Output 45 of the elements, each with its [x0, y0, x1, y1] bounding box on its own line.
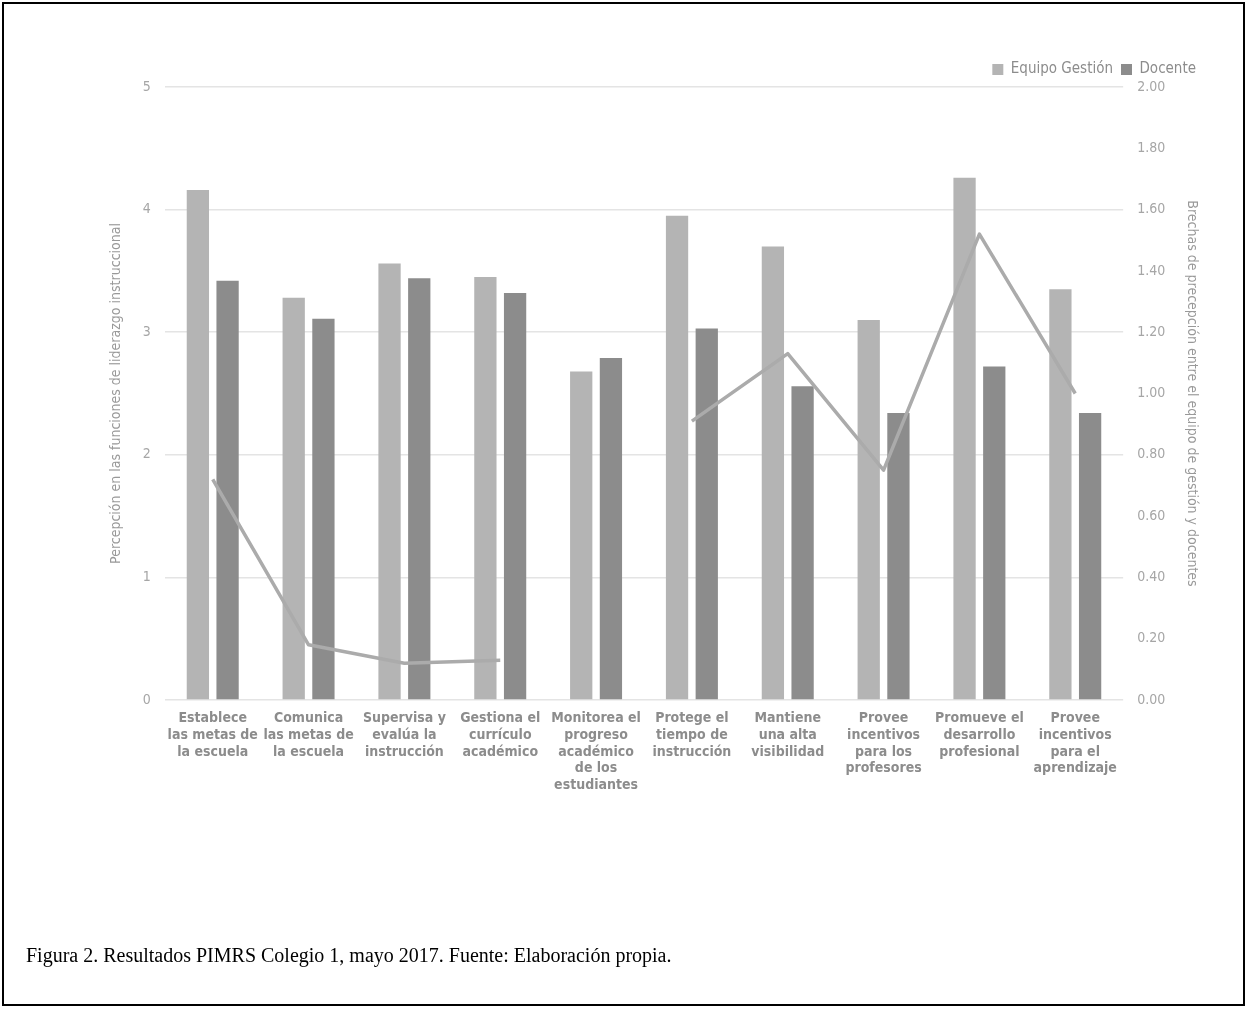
bar	[408, 278, 431, 700]
bar	[570, 371, 593, 700]
bar	[695, 328, 718, 700]
y2-tick-label: 0.60	[1137, 506, 1166, 523]
y2-tick-label: 0.00	[1137, 690, 1166, 707]
bar	[791, 386, 814, 700]
x-tick-label: Provee incentivos para el aprendizaje	[1033, 709, 1117, 776]
bar	[503, 292, 527, 700]
y-tick-label: 2	[142, 445, 151, 462]
y-axis-title: Percepción en las funciones de liderazgo instruccional	[107, 223, 124, 564]
y2-axis-title: Brechas de precepción entre el equipo de gestión y docentes	[1184, 200, 1201, 587]
x-tick-label: Gestiona el currículo académico	[460, 709, 541, 759]
y2-tick-label: 1.40	[1137, 261, 1166, 278]
x-tick-label: Comunica las metas de la escuela	[263, 709, 354, 759]
x-tick-label: Promueve el desarrollo profesional	[935, 709, 1024, 759]
y2-tick-label: 1.80	[1137, 138, 1166, 155]
y2-tick-label: 2.00	[1137, 77, 1166, 94]
y2-tick-label: 0.20	[1137, 629, 1166, 646]
y2-tick-label: 1.20	[1137, 322, 1166, 339]
bar	[983, 366, 1006, 700]
y-tick-label: 4	[142, 200, 151, 217]
text: Figura 2. Resultados PIMRS Colegio 1, mayo 2017. Fuente: Elaboración propia.	[26, 944, 672, 967]
y2-tick-label: 0.80	[1137, 445, 1166, 462]
y2-tick-label: 1.60	[1137, 200, 1166, 217]
bar	[1078, 413, 1102, 700]
y2-tick-label: 0.40	[1137, 568, 1166, 585]
legend-label: Docente	[1139, 59, 1197, 78]
bar	[887, 413, 910, 700]
y-tick-label: 5	[142, 77, 151, 94]
x-tick-label: Protege el tiempo de instrucción	[652, 709, 732, 759]
y-tick-label: 3	[142, 322, 151, 339]
bar	[312, 318, 335, 700]
bar	[665, 215, 689, 700]
x-tick-label: Supervisa y evalúa la instrucción	[362, 709, 446, 759]
x-tick-label: Establece las metas de la escuela	[167, 709, 258, 759]
bar	[216, 280, 239, 700]
legend-label: Equipo Gestión	[1010, 59, 1113, 78]
y2-tick-label: 1.00	[1137, 384, 1166, 401]
y-tick-label: 0	[142, 690, 151, 707]
x-tick-label: Mantiene una alta visibilidad	[751, 709, 825, 759]
x-tick-label: Provee incentivos para los profesores	[845, 709, 922, 776]
y-tick-label: 1	[142, 568, 151, 585]
bar	[599, 357, 623, 700]
bar	[186, 189, 210, 700]
x-tick-label: Monitorea el progreso académico de los estudiantes	[551, 709, 641, 793]
